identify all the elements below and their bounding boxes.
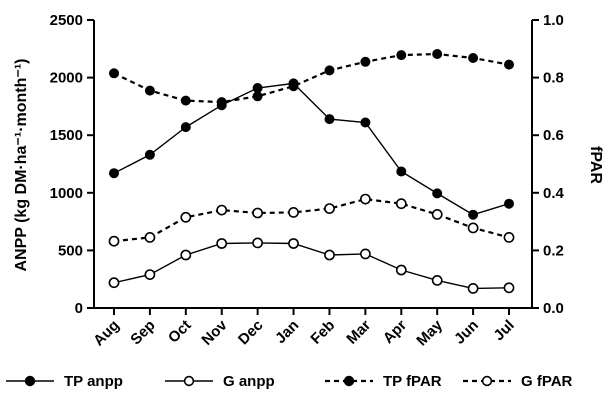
- data-point: [431, 274, 443, 286]
- legend-label-2: TP fPAR: [383, 373, 442, 390]
- data-point: [252, 237, 263, 249]
- data-point: [468, 52, 479, 63]
- data-point: [503, 231, 515, 243]
- data-point: [324, 65, 335, 76]
- x-tick-label: Jun: [451, 317, 482, 348]
- y2-tick-label: 0.2: [543, 242, 564, 259]
- data-point: [108, 235, 120, 247]
- y2-axis-label: fPAR: [587, 146, 604, 184]
- legend-marker-2: [343, 375, 355, 387]
- data-point: [108, 277, 120, 289]
- y-tick-label: 1000: [50, 185, 83, 202]
- data-point: [180, 122, 191, 133]
- plot-area: 0 500 1000 1500 2000 2500 0.0 0.2 0.4 0.6 0.8 1.0 Au…: [50, 12, 565, 349]
- data-point: [180, 95, 191, 106]
- y2-tick-label: 0.8: [543, 70, 564, 87]
- data-point: [144, 149, 155, 160]
- y-tick-label: 0: [75, 300, 83, 317]
- data-point: [216, 238, 228, 249]
- legend-marker-1: [183, 375, 195, 387]
- x-tick-label: Dec: [235, 317, 266, 348]
- data-point: [359, 248, 371, 260]
- data-point: [467, 282, 479, 294]
- data-point: [360, 56, 371, 67]
- data-point: [288, 81, 299, 92]
- data-point: [252, 91, 263, 102]
- x-tick-label: Jan: [272, 317, 302, 347]
- data-point: [432, 48, 443, 59]
- data-point: [395, 198, 407, 210]
- data-point: [503, 282, 515, 294]
- data-point: [288, 206, 299, 218]
- y-tick-label: 2500: [50, 12, 83, 29]
- y-axis-label: ANPP (kg DM·ha⁻¹·month⁻¹): [13, 58, 30, 271]
- data-point: [324, 249, 335, 261]
- y2-tick-label: 0.6: [543, 127, 564, 144]
- y2-tick-label: 0.4: [543, 185, 565, 202]
- data-point: [432, 188, 443, 199]
- data-point: [503, 59, 514, 70]
- data-point: [396, 166, 407, 177]
- y2-tick-label: 1.0: [543, 12, 564, 29]
- data-point: [467, 222, 479, 234]
- legend-marker-3: [481, 375, 493, 387]
- x-tick-label: Nov: [198, 316, 231, 349]
- y2-tick-label: 0.0: [543, 300, 564, 317]
- y-tick-label: 500: [58, 242, 83, 259]
- data-point: [216, 97, 227, 108]
- x-tick-label: Feb: [307, 317, 338, 348]
- x-tick-label: Mar: [343, 317, 374, 348]
- x-tick-label: Aug: [90, 317, 123, 350]
- data-point: [180, 211, 192, 223]
- series-line-2: [113, 52, 510, 104]
- data-point: [252, 207, 263, 219]
- y-tick-label: 2000: [50, 70, 83, 87]
- data-point: [144, 85, 155, 96]
- x-tick-label: Jul: [490, 317, 517, 344]
- data-point: [324, 203, 335, 214]
- legend: TP anpp G anpp TP fPAR G fPAR: [6, 373, 573, 390]
- y-tick-label: 1500: [50, 127, 83, 144]
- x-tick-label: Apr: [380, 317, 410, 347]
- data-point: [109, 168, 120, 179]
- data-point: [288, 238, 299, 249]
- x-tick-label: Oct: [165, 317, 195, 347]
- series-line-1: [113, 242, 510, 290]
- x-tick-label: May: [413, 316, 446, 349]
- x-tick-label: Sep: [127, 317, 158, 348]
- data-point: [252, 83, 263, 94]
- data-point: [503, 198, 514, 209]
- data-point: [216, 204, 228, 216]
- data-point: [144, 269, 156, 280]
- data-point: [359, 193, 371, 205]
- data-point: [360, 117, 371, 128]
- data-point: [109, 68, 120, 79]
- data-point: [395, 264, 407, 276]
- data-point: [396, 50, 407, 61]
- legend-label-3: G fPAR: [521, 373, 573, 390]
- legend-label-1: G anpp: [223, 373, 275, 390]
- data-point: [144, 231, 156, 243]
- data-point: [431, 208, 443, 220]
- legend-marker-0: [24, 375, 36, 387]
- data-point: [180, 249, 192, 261]
- data-point: [468, 209, 479, 220]
- series-line-0: [113, 82, 510, 216]
- data-point: [324, 114, 335, 125]
- series-line-3: [113, 197, 510, 243]
- legend-label-0: TP anpp: [64, 373, 123, 390]
